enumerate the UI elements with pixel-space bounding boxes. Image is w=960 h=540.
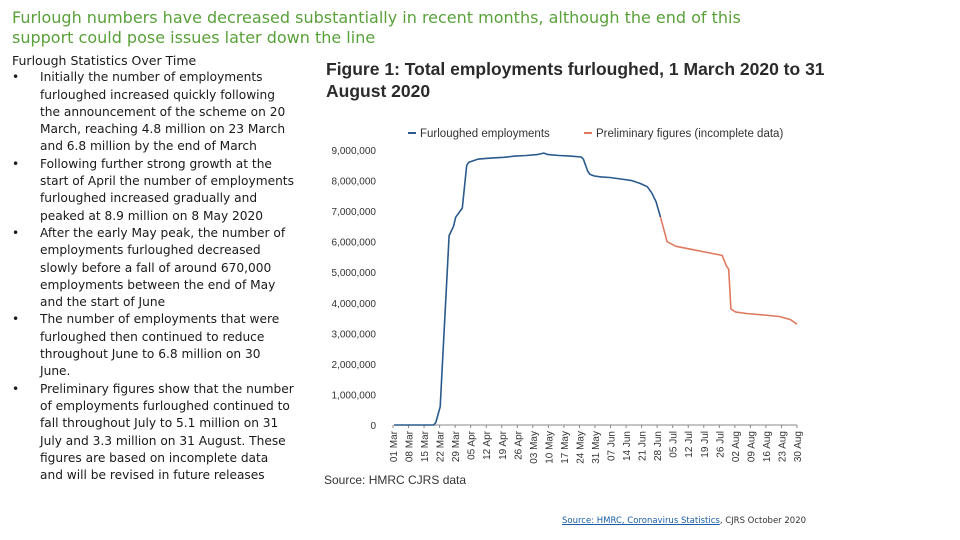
series-line-preliminary xyxy=(659,216,798,325)
y-tick-label: 6,000,000 xyxy=(332,238,377,249)
x-tick-label: 08 Mar xyxy=(405,430,416,462)
series-line-furloughed xyxy=(394,152,662,426)
y-tick-label: 3,000,000 xyxy=(332,329,377,340)
legend-label-prelim: Preliminary figures (incomplete data) xyxy=(596,128,783,140)
x-tick-label: 26 Apr xyxy=(513,430,524,460)
legend-label-main: Furloughed employments xyxy=(420,128,550,140)
x-tick-label: 12 Jul xyxy=(684,431,695,458)
y-tick-label: 4,000,000 xyxy=(332,299,377,310)
bullet-item: The number of employments that were furl… xyxy=(12,311,294,380)
source-link[interactable]: Source: HMRC, Coronavirus Statistics xyxy=(562,516,720,526)
x-tick-label: 21 Jun xyxy=(638,431,649,461)
x-tick-label: 14 Jun xyxy=(622,431,633,461)
x-tick-label: 01 Mar xyxy=(389,430,400,462)
text-panel: Furlough Statistics Over Time Initially … xyxy=(12,52,294,484)
x-tick-label: 09 Aug xyxy=(746,431,757,462)
x-tick-label: 29 Mar xyxy=(451,430,462,462)
source-suffix: , CJRS October 2020 xyxy=(719,516,807,526)
x-tick-label: 19 Jul xyxy=(700,431,711,458)
x-axis: 01 Mar 08 Mar 15 Mar 22 Mar 29 Mar 05 Apr 12 A… xyxy=(389,424,804,464)
x-tick-label: 23 Aug xyxy=(777,431,788,462)
y-axis: 0 1,000,000 2,000,000 3,000,000 4,000,000 5,0… xyxy=(332,146,377,432)
y-tick-label: 7,000,000 xyxy=(332,207,377,218)
y-tick-label: 1,000,000 xyxy=(332,390,377,401)
x-tick-label: 07 Jun xyxy=(607,431,618,461)
bullet-list: Initially the number of employments furl… xyxy=(12,69,294,484)
footer-source: Source: HMRC, Coronavirus Statistics, CJ… xyxy=(562,516,806,526)
y-tick-label: 0 xyxy=(370,421,376,432)
y-tick-label: 8,000,000 xyxy=(332,177,377,188)
chart-title: Figure 1: Total employments furloughed, … xyxy=(326,59,825,101)
x-tick-label: 05 Apr xyxy=(467,430,478,460)
y-tick-label: 9,000,000 xyxy=(332,146,377,157)
chart-source: Source: HMRC CJRS data xyxy=(324,473,466,487)
x-tick-label: 28 Jun xyxy=(653,431,664,461)
x-tick-label: 22 Mar xyxy=(436,430,447,462)
x-tick-label: 31 May xyxy=(591,431,602,464)
x-tick-label: 19 Apr xyxy=(498,430,509,460)
x-tick-label: 17 May xyxy=(560,431,571,464)
y-tick-label: 2,000,000 xyxy=(332,360,377,371)
x-tick-label: 26 Jul xyxy=(715,431,726,458)
slide-title: Furlough numbers have decreased substant… xyxy=(12,8,741,47)
bullet-item: Initially the number of employments furl… xyxy=(12,69,294,155)
bullet-item: Following further strong growth at the s… xyxy=(12,156,294,225)
x-tick-label: 12 Apr xyxy=(482,430,493,460)
y-tick-label: 5,000,000 xyxy=(332,268,377,279)
x-tick-label: 10 May xyxy=(544,431,555,464)
x-tick-label: 30 Aug xyxy=(793,431,804,462)
x-tick-label: 15 Mar xyxy=(420,430,431,462)
panel-heading: Furlough Statistics Over Time xyxy=(12,53,197,68)
x-tick-label: 16 Aug xyxy=(762,431,773,462)
bullet-item: After the early May peak, the number of … xyxy=(12,225,294,311)
x-tick-label: 03 May xyxy=(529,431,540,464)
bullet-item: Preliminary figures show that the number… xyxy=(12,381,294,485)
x-tick-label: 24 May xyxy=(575,431,586,464)
x-tick-label: 05 Jul xyxy=(669,431,680,458)
chart-legend: Furloughed employments Preliminary figur… xyxy=(408,128,783,140)
x-tick-label: 02 Aug xyxy=(731,431,742,462)
series-lines xyxy=(394,152,798,426)
